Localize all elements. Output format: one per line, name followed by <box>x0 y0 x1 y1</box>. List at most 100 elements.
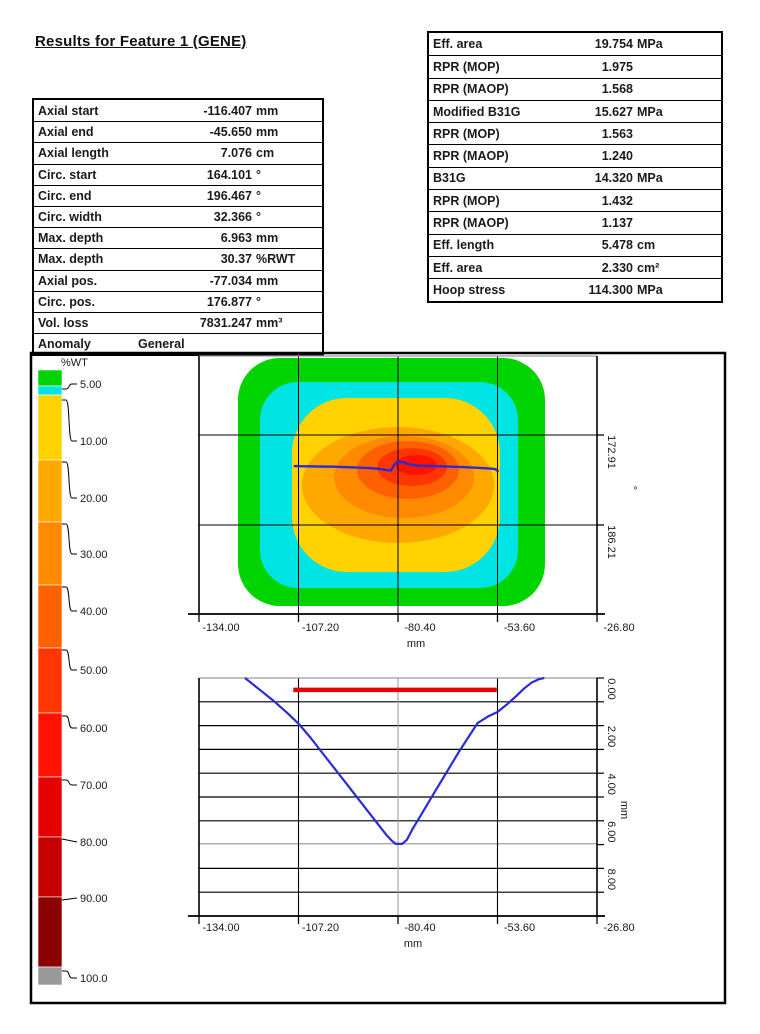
table-row: Circ. end 196.467 ° <box>34 184 322 206</box>
row-unit: mm <box>256 231 279 246</box>
row-unit: mm³ <box>256 315 283 330</box>
row-value: 176.877 <box>206 294 252 309</box>
analysis-box-border <box>29 351 727 1005</box>
row-label: Max. depth <box>38 252 104 267</box>
table-row: Axial pos. -77.034 mm <box>34 269 322 291</box>
table-row: Circ. start 164.101 ° <box>34 163 322 185</box>
depth-map-chart: -134.00 -107.20 -80.40 -53.60 -26.80 mm 172.91… <box>188 355 638 650</box>
feature-geometry-table: Axial start -116.407 mm Axial end -45.650 mm A… <box>32 98 324 357</box>
row-value: 2.330 <box>601 260 633 275</box>
x-tick-label: -26.80 <box>603 622 634 634</box>
y-tick-label: 186.21 <box>605 525 617 559</box>
legend-tick-label: 100.0 <box>80 973 108 985</box>
row-value: 32.366 <box>213 210 252 225</box>
legend-leader-line <box>62 715 77 729</box>
row-value: 7831.247 <box>199 315 252 330</box>
row-value: General <box>138 337 185 352</box>
row-value: 7.076 <box>220 146 252 161</box>
row-value: -77.034 <box>209 273 252 288</box>
x-tick-label: -134.00 <box>202 622 239 634</box>
legend-leader-line <box>61 897 78 901</box>
table-row: RPR (MOP) 1.975 <box>429 55 721 77</box>
row-value: 1.975 <box>601 59 633 74</box>
legend-title: %WT <box>61 357 88 369</box>
row-label: RPR (MAOP) <box>433 82 509 97</box>
row-value: 6.963 <box>220 231 252 246</box>
row-value: 30.37 <box>220 252 252 267</box>
x-tick-label: -134.00 <box>202 922 239 934</box>
legend-tick-label: 30.00 <box>80 549 108 561</box>
legend-tick-label: 60.00 <box>80 723 108 735</box>
table-row: RPR (MAOP) 1.137 <box>429 211 721 233</box>
row-label: Hoop stress <box>433 282 506 297</box>
row-label: Axial start <box>38 103 99 118</box>
legend-color-band <box>37 385 63 396</box>
x-tick-label: -80.40 <box>404 622 435 634</box>
row-value: 15.627 <box>594 104 633 119</box>
row-label: RPR (MOP) <box>433 126 500 141</box>
profile-chart: -134.00 -107.20 -80.40 -53.60 -26.80 mm 0.00 2.… <box>188 676 635 950</box>
x-tick-label: -80.40 <box>404 922 435 934</box>
assessment-results-table: Eff. area 19.754 MPa RPR (MOP) 1.975 RPR (MAO… <box>427 31 723 303</box>
row-value: 164.101 <box>206 167 252 182</box>
row-value: 1.563 <box>601 126 633 141</box>
legend-tick-label: 5.00 <box>80 379 101 391</box>
y-tick-label: 172.91 <box>605 435 617 469</box>
table-row: Max. depth 30.37 %RWT <box>34 248 322 269</box>
legend-color-band <box>37 712 63 778</box>
legend-color-band <box>37 966 63 986</box>
row-unit: ° <box>256 188 261 203</box>
legend-tick-label: 40.00 <box>80 606 108 618</box>
legend-color-band <box>37 776 63 838</box>
row-unit: ° <box>256 167 261 182</box>
row-label: RPR (MOP) <box>433 193 500 208</box>
row-unit: MPa <box>637 104 663 119</box>
table-row: RPR (MOP) 1.432 <box>429 189 721 211</box>
table-row: Eff. length 5.478 cm <box>429 233 721 256</box>
legend-color-band <box>37 394 63 461</box>
row-label: Circ. width <box>38 210 102 225</box>
row-unit: %RWT <box>256 252 296 267</box>
row-label: RPR (MAOP) <box>433 216 509 231</box>
row-label: Eff. area <box>433 37 483 52</box>
y-tick-label: 4.00 <box>605 773 617 794</box>
legend-leader-line <box>62 461 77 499</box>
row-label: RPR (MAOP) <box>433 149 509 164</box>
legend-color-band <box>37 369 63 387</box>
row-value: 14.320 <box>594 171 633 186</box>
row-label: Circ. pos. <box>38 294 95 309</box>
legend-color-band <box>37 459 63 523</box>
legend-tick-label: 80.00 <box>80 837 108 849</box>
row-unit: cm² <box>637 260 660 275</box>
profile-line <box>244 676 545 846</box>
row-value: 1.568 <box>601 82 633 97</box>
row-value: 1.137 <box>601 216 633 231</box>
legend-color-band <box>37 836 63 898</box>
row-unit: cm <box>637 238 656 253</box>
y-tick-label: 2.00 <box>605 726 617 747</box>
table-row: Modified B31G 15.627 MPa <box>429 99 721 122</box>
x-tick-label: -107.20 <box>302 622 339 634</box>
table-row: Max. depth 6.963 mm <box>34 227 322 248</box>
table-row: Anomaly General <box>34 333 322 354</box>
legend-leader-line <box>62 779 77 786</box>
row-unit: MPa <box>637 282 663 297</box>
legend-color-band <box>37 647 63 714</box>
table-row: Hoop stress 114.300 MPa <box>429 278 721 300</box>
row-value: 19.754 <box>594 37 633 52</box>
row-value: -116.407 <box>203 103 252 118</box>
y-axis-label: mm <box>618 801 630 819</box>
row-unit: mm <box>256 273 279 288</box>
row-label: B31G <box>433 171 466 186</box>
row-label: Axial pos. <box>38 273 98 288</box>
table-row: B31G 14.320 MPa <box>429 166 721 189</box>
row-label: Circ. end <box>38 188 92 203</box>
row-value: 5.478 <box>601 238 633 253</box>
table-row: Eff. area 2.330 cm² <box>429 255 721 278</box>
wt-legend: %WT 5.00 10.00 20.00 30.00 40.00 50.00 60.00 70.… <box>37 357 108 986</box>
x-tick-label: -107.20 <box>302 922 339 934</box>
row-value: 1.432 <box>601 193 633 208</box>
legend-leader-line <box>62 586 77 612</box>
y-axis-label: ° <box>626 486 638 490</box>
